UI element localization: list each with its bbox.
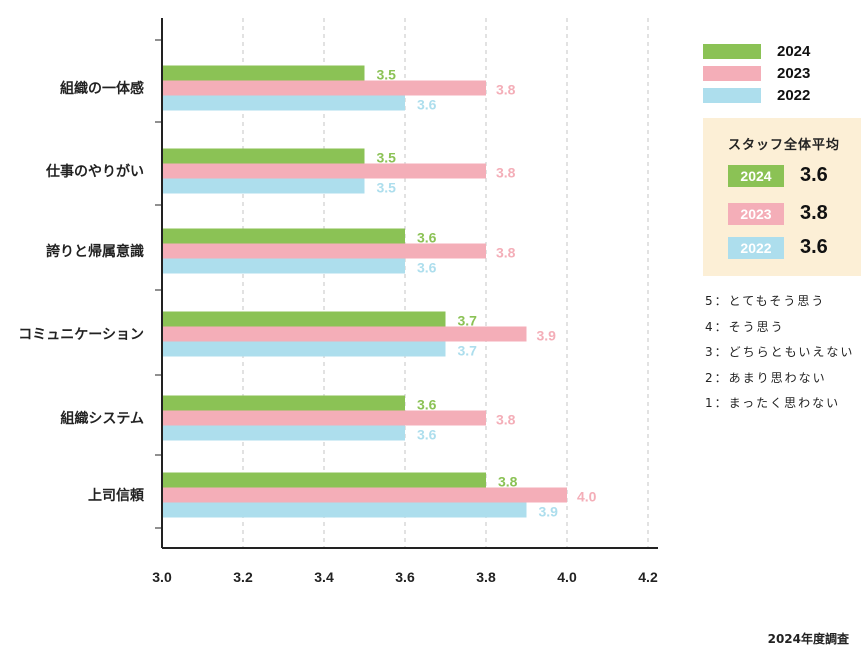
data-label: 3.6 [417,427,437,443]
average-row-2024: 2024 3.6 [728,164,828,187]
data-label: 3.5 [377,67,397,83]
bar-2023 [162,243,486,259]
bar-2024 [162,311,446,327]
bar-2023 [162,326,527,342]
category-label: コミュニケーション [18,327,144,343]
category-label: 組織の一体感 [60,80,144,97]
data-label: 3.8 [496,245,516,261]
legend-label: 2022 [777,86,811,104]
scale-item: 3：どちらともいえない [705,345,855,359]
average-year: 2024 [728,164,784,187]
bar-2023 [162,80,486,96]
data-label: 3.8 [498,474,518,490]
data-label: 4.0 [577,489,597,505]
bar-2024 [162,65,365,81]
scale-item: 1：まったく思わない [705,396,841,410]
legend-item-2024: 2024 [703,40,810,62]
scale-legend: 5：とてもそう思う 4：そう思う 3：どちらともいえない 2：あまり思わない 1… [705,292,854,420]
category-label: 誇りと帰属意識 [46,243,144,260]
staff-average-panel: スタッフ全体平均 2024 3.6 2023 3.8 2022 3.6 [703,118,861,276]
average-row-2022: 2022 3.6 [728,236,828,259]
bar-2023 [162,163,486,179]
legend-swatch [703,43,761,59]
legend: 2024 2023 2022 [703,40,810,106]
average-year: 2023 [728,202,784,225]
bar-2022 [162,502,527,518]
data-label: 3.8 [496,165,516,181]
data-label: 3.5 [377,180,397,196]
survey-note: 2024年度調査 [767,632,849,646]
x-tick-label: 3.6 [395,569,415,585]
bar-2022 [162,341,446,357]
x-tick-label: 3.0 [152,569,172,585]
data-label: 3.6 [417,97,437,113]
bar-2022 [162,425,405,441]
category-label: 仕事のやりがい [45,163,144,180]
data-label: 3.8 [496,82,516,98]
data-label: 3.6 [417,230,437,246]
x-tick-label: 3.2 [233,569,253,585]
category-label: 組織システム [60,410,144,427]
legend-swatch [703,65,761,81]
average-value: 3.6 [800,164,828,186]
data-label: 3.5 [377,150,397,166]
data-label: 3.6 [417,260,437,276]
bar-2024 [162,472,486,488]
bar-2022 [162,258,405,274]
average-title: スタッフ全体平均 [728,138,841,153]
scale-item: 4：そう思う [705,319,785,334]
data-label: 3.8 [496,412,516,428]
scale-item: 2：あまり思わない [705,370,827,385]
average-value: 3.6 [800,236,828,258]
x-tick-label: 4.0 [557,569,577,585]
legend-item-2022: 2022 [703,84,810,106]
legend-item-2023: 2023 [703,62,810,84]
average-year: 2022 [728,236,784,259]
bar-2023 [162,410,486,426]
x-tick-label: 3.8 [476,569,496,585]
bar-2024 [162,395,405,411]
data-label: 3.9 [539,504,559,520]
bar-2024 [162,148,365,164]
average-value: 3.8 [800,202,828,224]
bar-2023 [162,487,567,503]
x-tick-label: 3.4 [314,569,334,585]
scale-item: 5：とてもそう思う [705,294,826,308]
data-label: 3.6 [417,397,437,413]
legend-label: 2024 [777,42,811,60]
average-row-2023: 2023 3.8 [728,202,828,225]
data-label: 3.7 [458,343,478,359]
bar-2024 [162,228,405,244]
bar-2022 [162,95,405,111]
legend-swatch [703,87,761,103]
legend-label: 2023 [777,64,811,82]
data-label: 3.7 [458,313,478,329]
bar-2022 [162,178,365,194]
data-label: 3.9 [537,328,557,344]
x-tick-label: 4.2 [638,569,658,585]
category-label: 上司信頼 [88,487,145,504]
